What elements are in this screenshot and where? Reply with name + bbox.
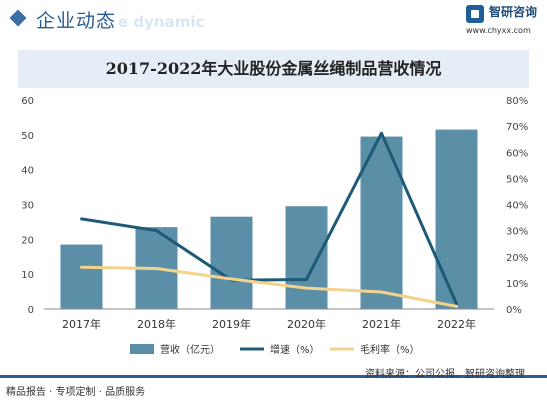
chart-title-bar: 2017-2022年大业股份金属丝绳制品营收情况 bbox=[18, 50, 529, 88]
y-left-tick-label: 40 bbox=[21, 166, 34, 177]
footer: 精品报告 · 专项定制 · 品质服务 资料来源：公司公报、智研咨询整理 bbox=[0, 369, 547, 410]
y-right-tick-label: 60% bbox=[506, 148, 528, 159]
y-right-tick-label: 10% bbox=[506, 279, 528, 290]
bar bbox=[435, 129, 478, 309]
y-left-tick-label: 50 bbox=[21, 131, 34, 142]
brand-logo-icon bbox=[466, 5, 484, 23]
x-tick-label: 2019年 bbox=[212, 317, 251, 331]
chart: 0 10 20 30 40 50 60 0% 10% 20% 30% 40% 50% 60% 70% 80% 2… bbox=[21, 96, 528, 356]
section-title: 企业动态 bbox=[36, 10, 117, 32]
y-right-tick-label: 50% bbox=[506, 174, 528, 185]
y-right-tick-label: 80% bbox=[506, 96, 528, 107]
x-tick-label: 2022年 bbox=[437, 317, 476, 331]
footer-slogan: 精品报告 · 专项定制 · 品质服务 bbox=[6, 387, 146, 398]
y-right-tick-label: 40% bbox=[506, 201, 528, 212]
y-left-tick-label: 60 bbox=[21, 96, 34, 107]
y-left-tick-label: 30 bbox=[21, 201, 34, 212]
growth-line bbox=[80, 131, 458, 306]
bar bbox=[210, 216, 253, 309]
x-tick-label: 2018年 bbox=[137, 317, 176, 331]
margin-line bbox=[80, 265, 458, 308]
data-source: 资料来源：公司公报、智研咨询整理 bbox=[365, 369, 525, 380]
legend-label: 毛利率（%） bbox=[360, 343, 420, 356]
header: 企业动态 e dynamic 智研咨询 www.chyxx.com bbox=[0, 0, 547, 40]
y-right-tick-label: 30% bbox=[506, 227, 528, 238]
bar bbox=[285, 206, 328, 309]
footer-divider bbox=[0, 375, 547, 378]
bar bbox=[60, 244, 103, 309]
section-subtitle: e dynamic bbox=[118, 13, 205, 31]
x-tick-label: 2021年 bbox=[362, 317, 401, 331]
y-right-tick-label: 70% bbox=[506, 122, 528, 133]
brand-name: 智研咨询 bbox=[489, 5, 538, 19]
brand-url: www.chyxx.com bbox=[466, 26, 531, 35]
legend-swatch bbox=[130, 344, 154, 354]
y-left-tick-label: 0 bbox=[28, 305, 34, 316]
legend-label: 增速（%） bbox=[270, 343, 320, 356]
y-left-tick-label: 20 bbox=[21, 235, 34, 246]
y-left-tick-label: 10 bbox=[21, 270, 34, 281]
y-right-tick-label: 20% bbox=[506, 253, 528, 264]
chart-title: 2017-2022年大业股份金属丝绳制品营收情况 bbox=[105, 59, 442, 78]
y-right-tick-label: 0% bbox=[506, 305, 522, 316]
legend-label: 营收（亿元） bbox=[160, 343, 220, 356]
x-tick-label: 2017年 bbox=[62, 317, 101, 331]
x-tick-label: 2020年 bbox=[287, 317, 326, 331]
